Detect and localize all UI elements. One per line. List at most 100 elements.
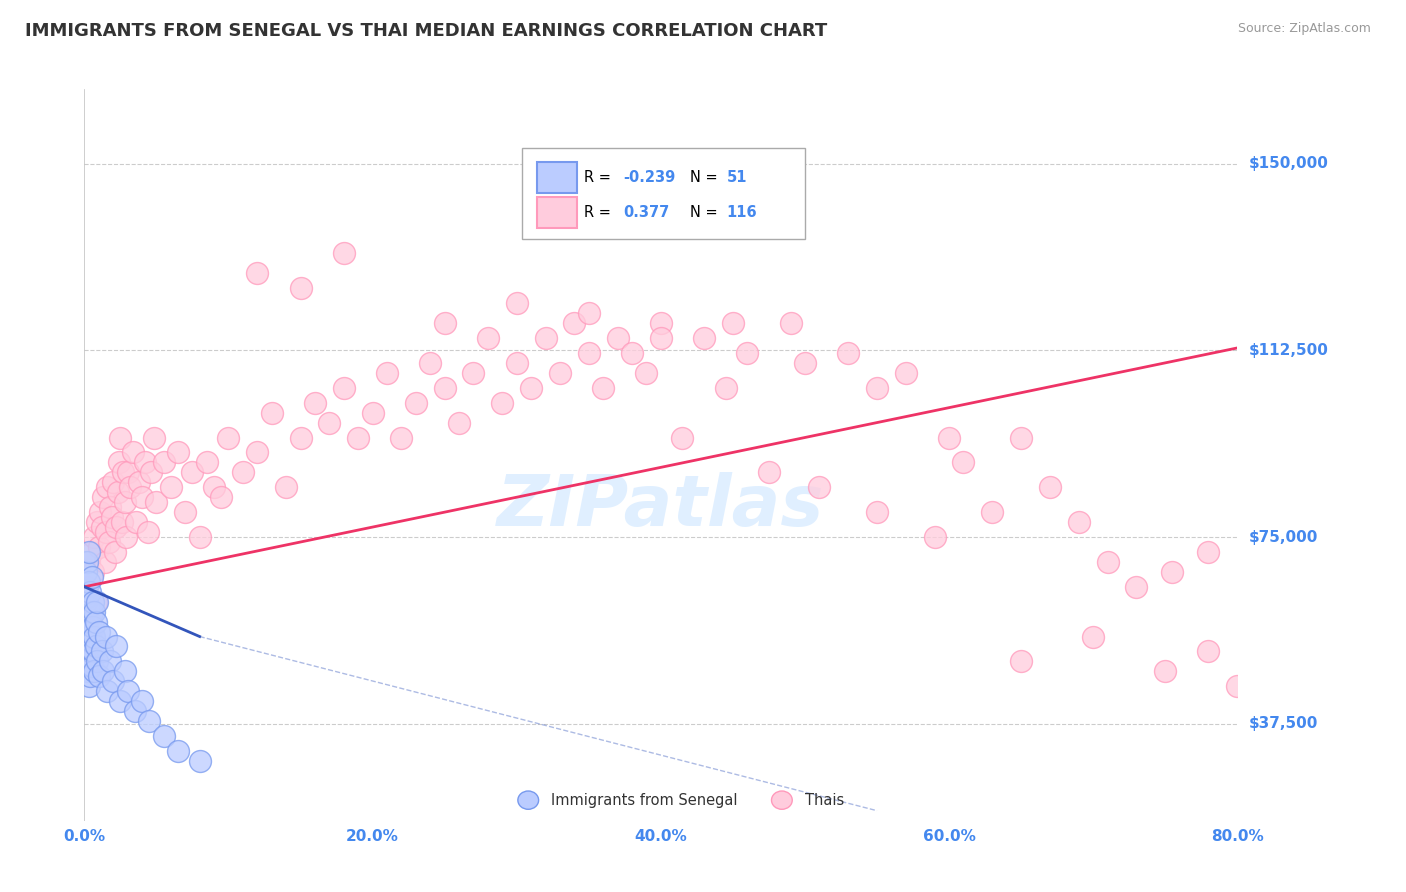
Ellipse shape bbox=[517, 791, 538, 809]
Point bbox=[87, 669, 110, 683]
Text: -0.239: -0.239 bbox=[623, 170, 675, 186]
Point bbox=[79, 669, 101, 683]
Point bbox=[87, 540, 110, 554]
Point bbox=[86, 515, 108, 529]
Point bbox=[76, 665, 98, 679]
Text: $75,000: $75,000 bbox=[1249, 530, 1319, 544]
Point bbox=[693, 331, 716, 345]
Point bbox=[79, 615, 101, 629]
Point bbox=[77, 555, 100, 569]
Text: R =: R = bbox=[583, 205, 614, 220]
Point bbox=[246, 445, 269, 459]
Point bbox=[606, 331, 628, 345]
Point bbox=[160, 480, 183, 494]
Point bbox=[94, 524, 117, 539]
Point bbox=[333, 246, 356, 260]
Point bbox=[100, 510, 122, 524]
Text: $37,500: $37,500 bbox=[1249, 716, 1319, 731]
Point bbox=[188, 754, 211, 768]
Point bbox=[419, 356, 441, 370]
Point bbox=[361, 406, 384, 420]
Point bbox=[375, 366, 398, 380]
Point bbox=[80, 634, 103, 648]
Point bbox=[714, 381, 737, 395]
Point bbox=[111, 515, 134, 529]
Point bbox=[107, 485, 129, 500]
Point bbox=[520, 381, 543, 395]
Point bbox=[98, 500, 121, 515]
Point bbox=[981, 505, 1004, 519]
Point bbox=[924, 530, 946, 544]
Point bbox=[96, 684, 118, 698]
Point bbox=[347, 430, 370, 444]
Point bbox=[218, 430, 240, 444]
Point bbox=[202, 480, 225, 494]
Point bbox=[1010, 430, 1032, 444]
Point bbox=[260, 406, 283, 420]
Point bbox=[105, 520, 128, 534]
Point bbox=[621, 346, 644, 360]
Point bbox=[794, 356, 817, 370]
Point bbox=[83, 630, 105, 644]
Point bbox=[232, 466, 254, 480]
Point bbox=[120, 480, 142, 494]
Point bbox=[131, 694, 153, 708]
Point bbox=[86, 595, 108, 609]
Point bbox=[75, 595, 97, 609]
Point bbox=[866, 381, 889, 395]
Point bbox=[76, 590, 98, 604]
Point bbox=[84, 595, 107, 609]
Point bbox=[167, 445, 190, 459]
Point bbox=[671, 430, 693, 444]
Point bbox=[477, 331, 499, 345]
Point bbox=[721, 316, 744, 330]
Point bbox=[80, 570, 103, 584]
Point bbox=[138, 714, 160, 728]
Point bbox=[76, 615, 98, 629]
Point bbox=[84, 640, 107, 654]
Text: N =: N = bbox=[690, 205, 721, 220]
Point bbox=[534, 331, 557, 345]
Point bbox=[506, 356, 529, 370]
Text: $112,500: $112,500 bbox=[1249, 343, 1329, 358]
Point bbox=[167, 744, 190, 758]
Point bbox=[391, 430, 413, 444]
Point bbox=[115, 530, 138, 544]
Point bbox=[1125, 580, 1147, 594]
Point bbox=[114, 665, 136, 679]
Point bbox=[564, 316, 586, 330]
Point bbox=[103, 475, 124, 490]
Point bbox=[77, 679, 100, 693]
Point bbox=[449, 416, 471, 430]
FancyBboxPatch shape bbox=[537, 197, 576, 228]
Point bbox=[506, 296, 529, 310]
Point bbox=[77, 574, 100, 589]
Point bbox=[79, 584, 101, 599]
Point bbox=[1198, 545, 1220, 559]
Point bbox=[94, 630, 117, 644]
Point bbox=[136, 524, 159, 539]
Point bbox=[104, 545, 127, 559]
Point bbox=[304, 395, 326, 409]
Point bbox=[96, 480, 118, 494]
Text: 116: 116 bbox=[727, 205, 758, 220]
Point bbox=[548, 366, 571, 380]
Point bbox=[75, 619, 97, 633]
Point bbox=[125, 515, 148, 529]
Point bbox=[97, 535, 120, 549]
Point bbox=[758, 466, 780, 480]
Point bbox=[134, 455, 156, 469]
Point bbox=[145, 495, 167, 509]
Point bbox=[808, 480, 831, 494]
Point bbox=[105, 640, 128, 654]
Point bbox=[1010, 654, 1032, 668]
Point bbox=[779, 316, 801, 330]
Point bbox=[83, 605, 105, 619]
Ellipse shape bbox=[772, 791, 792, 809]
Point bbox=[112, 466, 135, 480]
Point bbox=[209, 490, 232, 504]
Point bbox=[152, 455, 174, 469]
Point bbox=[276, 480, 298, 494]
Point bbox=[128, 475, 150, 490]
Point bbox=[77, 599, 100, 614]
